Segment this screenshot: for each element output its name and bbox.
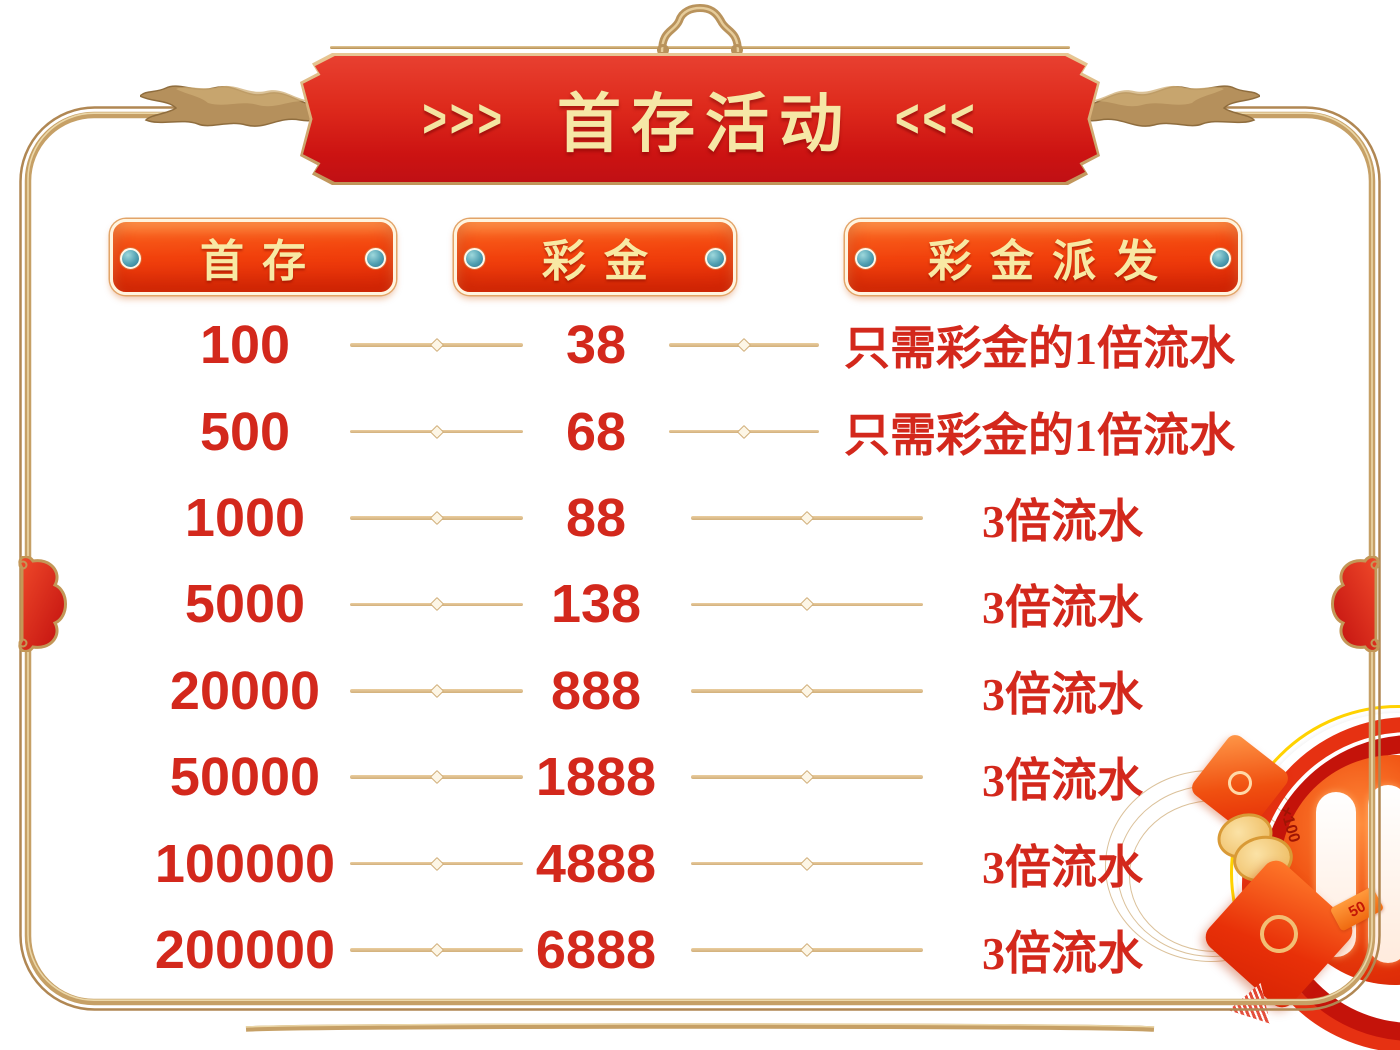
chevron-left-decor: <<< bbox=[895, 87, 978, 149]
deposit-value: 20000 bbox=[169, 660, 321, 721]
diamond-bead-icon bbox=[736, 424, 752, 439]
deposit-value: 200000 bbox=[154, 919, 336, 980]
column-header-label: 彩金 bbox=[542, 237, 666, 286]
requirement-value: 3倍流水 bbox=[982, 841, 1143, 893]
diamond-bead-icon bbox=[429, 683, 444, 698]
diamond-bead-icon bbox=[799, 597, 815, 612]
column-header-bonus: 彩金 bbox=[454, 219, 736, 295]
deposit-value: 500 bbox=[199, 401, 291, 462]
bonus-value: 88 bbox=[565, 487, 627, 548]
cloud-ornament-icon bbox=[18, 556, 67, 652]
bonus-value: 6888 bbox=[535, 919, 657, 980]
deposit-value: 100000 bbox=[154, 833, 336, 894]
deposit-value: 50000 bbox=[169, 747, 321, 808]
column-header-deposit: 首存 bbox=[110, 219, 396, 295]
hanger-handle-icon bbox=[657, 3, 743, 56]
requirement-value: 3倍流水 bbox=[982, 495, 1143, 547]
diamond-bead-icon bbox=[429, 424, 444, 439]
divider-line bbox=[350, 424, 523, 439]
diamond-bead-icon bbox=[799, 856, 815, 871]
divider-line bbox=[691, 856, 923, 871]
divider-line bbox=[350, 942, 523, 957]
gem-icon bbox=[705, 248, 726, 269]
page-title: 首存活动 bbox=[557, 89, 853, 160]
divider-line bbox=[691, 942, 923, 957]
column-header-label: 彩金派发 bbox=[928, 237, 1176, 286]
bonus-value: 4888 bbox=[535, 833, 657, 894]
deposit-value: 5000 bbox=[184, 574, 306, 635]
bonus-value: 138 bbox=[550, 574, 642, 635]
diamond-bead-icon bbox=[429, 856, 444, 871]
cloud-ornament-icon bbox=[1331, 556, 1380, 652]
bonus-value: 68 bbox=[565, 401, 627, 462]
column-header-label: 首存 bbox=[200, 237, 324, 286]
divider-line bbox=[350, 510, 523, 526]
divider-line bbox=[691, 510, 923, 526]
divider-line bbox=[350, 683, 523, 698]
diamond-bead-icon bbox=[429, 510, 444, 526]
divider-line bbox=[691, 770, 923, 785]
diamond-bead-icon bbox=[736, 338, 752, 353]
diamond-bead-icon bbox=[429, 338, 444, 353]
requirement-value: 只需彩金的1倍流水 bbox=[844, 409, 1235, 461]
table-row: 100000 4888 3倍流水 bbox=[140, 820, 1260, 906]
divider-line bbox=[350, 338, 523, 353]
banner-rod bbox=[330, 46, 1070, 49]
chevron-right-decor: >>> bbox=[422, 87, 505, 149]
divider-line bbox=[669, 338, 819, 353]
divider-line bbox=[669, 424, 819, 439]
gem-icon bbox=[855, 248, 876, 269]
diamond-bead-icon bbox=[429, 770, 444, 785]
gem-icon bbox=[1210, 248, 1231, 269]
table-row: 200000 6888 3倍流水 bbox=[140, 907, 1260, 993]
table-row: 1000 88 3倍流水 bbox=[140, 475, 1260, 561]
promo-table: 100 38 只需彩金的1倍流水 500 68 只需彩金的1倍流水 1000 8… bbox=[140, 302, 1260, 993]
diamond-bead-icon bbox=[799, 510, 815, 526]
column-header-payout: 彩金派发 bbox=[845, 219, 1241, 295]
gem-icon bbox=[120, 248, 141, 269]
requirement-value: 3倍流水 bbox=[982, 927, 1143, 979]
requirement-value: 3倍流水 bbox=[982, 582, 1143, 634]
table-row: 500 68 只需彩金的1倍流水 bbox=[140, 388, 1260, 474]
diamond-bead-icon bbox=[799, 942, 815, 957]
deposit-value: 100 bbox=[199, 315, 291, 376]
divider-line bbox=[350, 856, 523, 871]
deposit-value: 1000 bbox=[184, 487, 306, 548]
bonus-value: 38 bbox=[565, 315, 627, 376]
divider-line bbox=[691, 597, 923, 612]
requirement-value: 只需彩金的1倍流水 bbox=[844, 323, 1235, 375]
diamond-bead-icon bbox=[429, 942, 444, 957]
gem-icon bbox=[365, 248, 386, 269]
table-row: 20000 888 3倍流水 bbox=[140, 648, 1260, 734]
requirement-value: 3倍流水 bbox=[982, 668, 1143, 720]
bonus-value: 1888 bbox=[535, 747, 657, 808]
requirement-value: 3倍流水 bbox=[982, 755, 1143, 807]
table-row: 100 38 只需彩金的1倍流水 bbox=[140, 302, 1260, 388]
bonus-value: 888 bbox=[550, 660, 642, 721]
table-row: 50000 1888 3倍流水 bbox=[140, 734, 1260, 820]
divider-line bbox=[350, 597, 523, 612]
table-row: 5000 138 3倍流水 bbox=[140, 561, 1260, 647]
title-banner: >>> 首存活动 <<< bbox=[300, 53, 1100, 185]
divider-line bbox=[691, 683, 923, 698]
diamond-bead-icon bbox=[429, 597, 444, 612]
gem-icon bbox=[464, 248, 485, 269]
diamond-bead-icon bbox=[799, 770, 815, 785]
divider-line bbox=[350, 770, 523, 785]
counter-digit bbox=[1368, 785, 1400, 963]
diamond-bead-icon bbox=[799, 683, 815, 698]
